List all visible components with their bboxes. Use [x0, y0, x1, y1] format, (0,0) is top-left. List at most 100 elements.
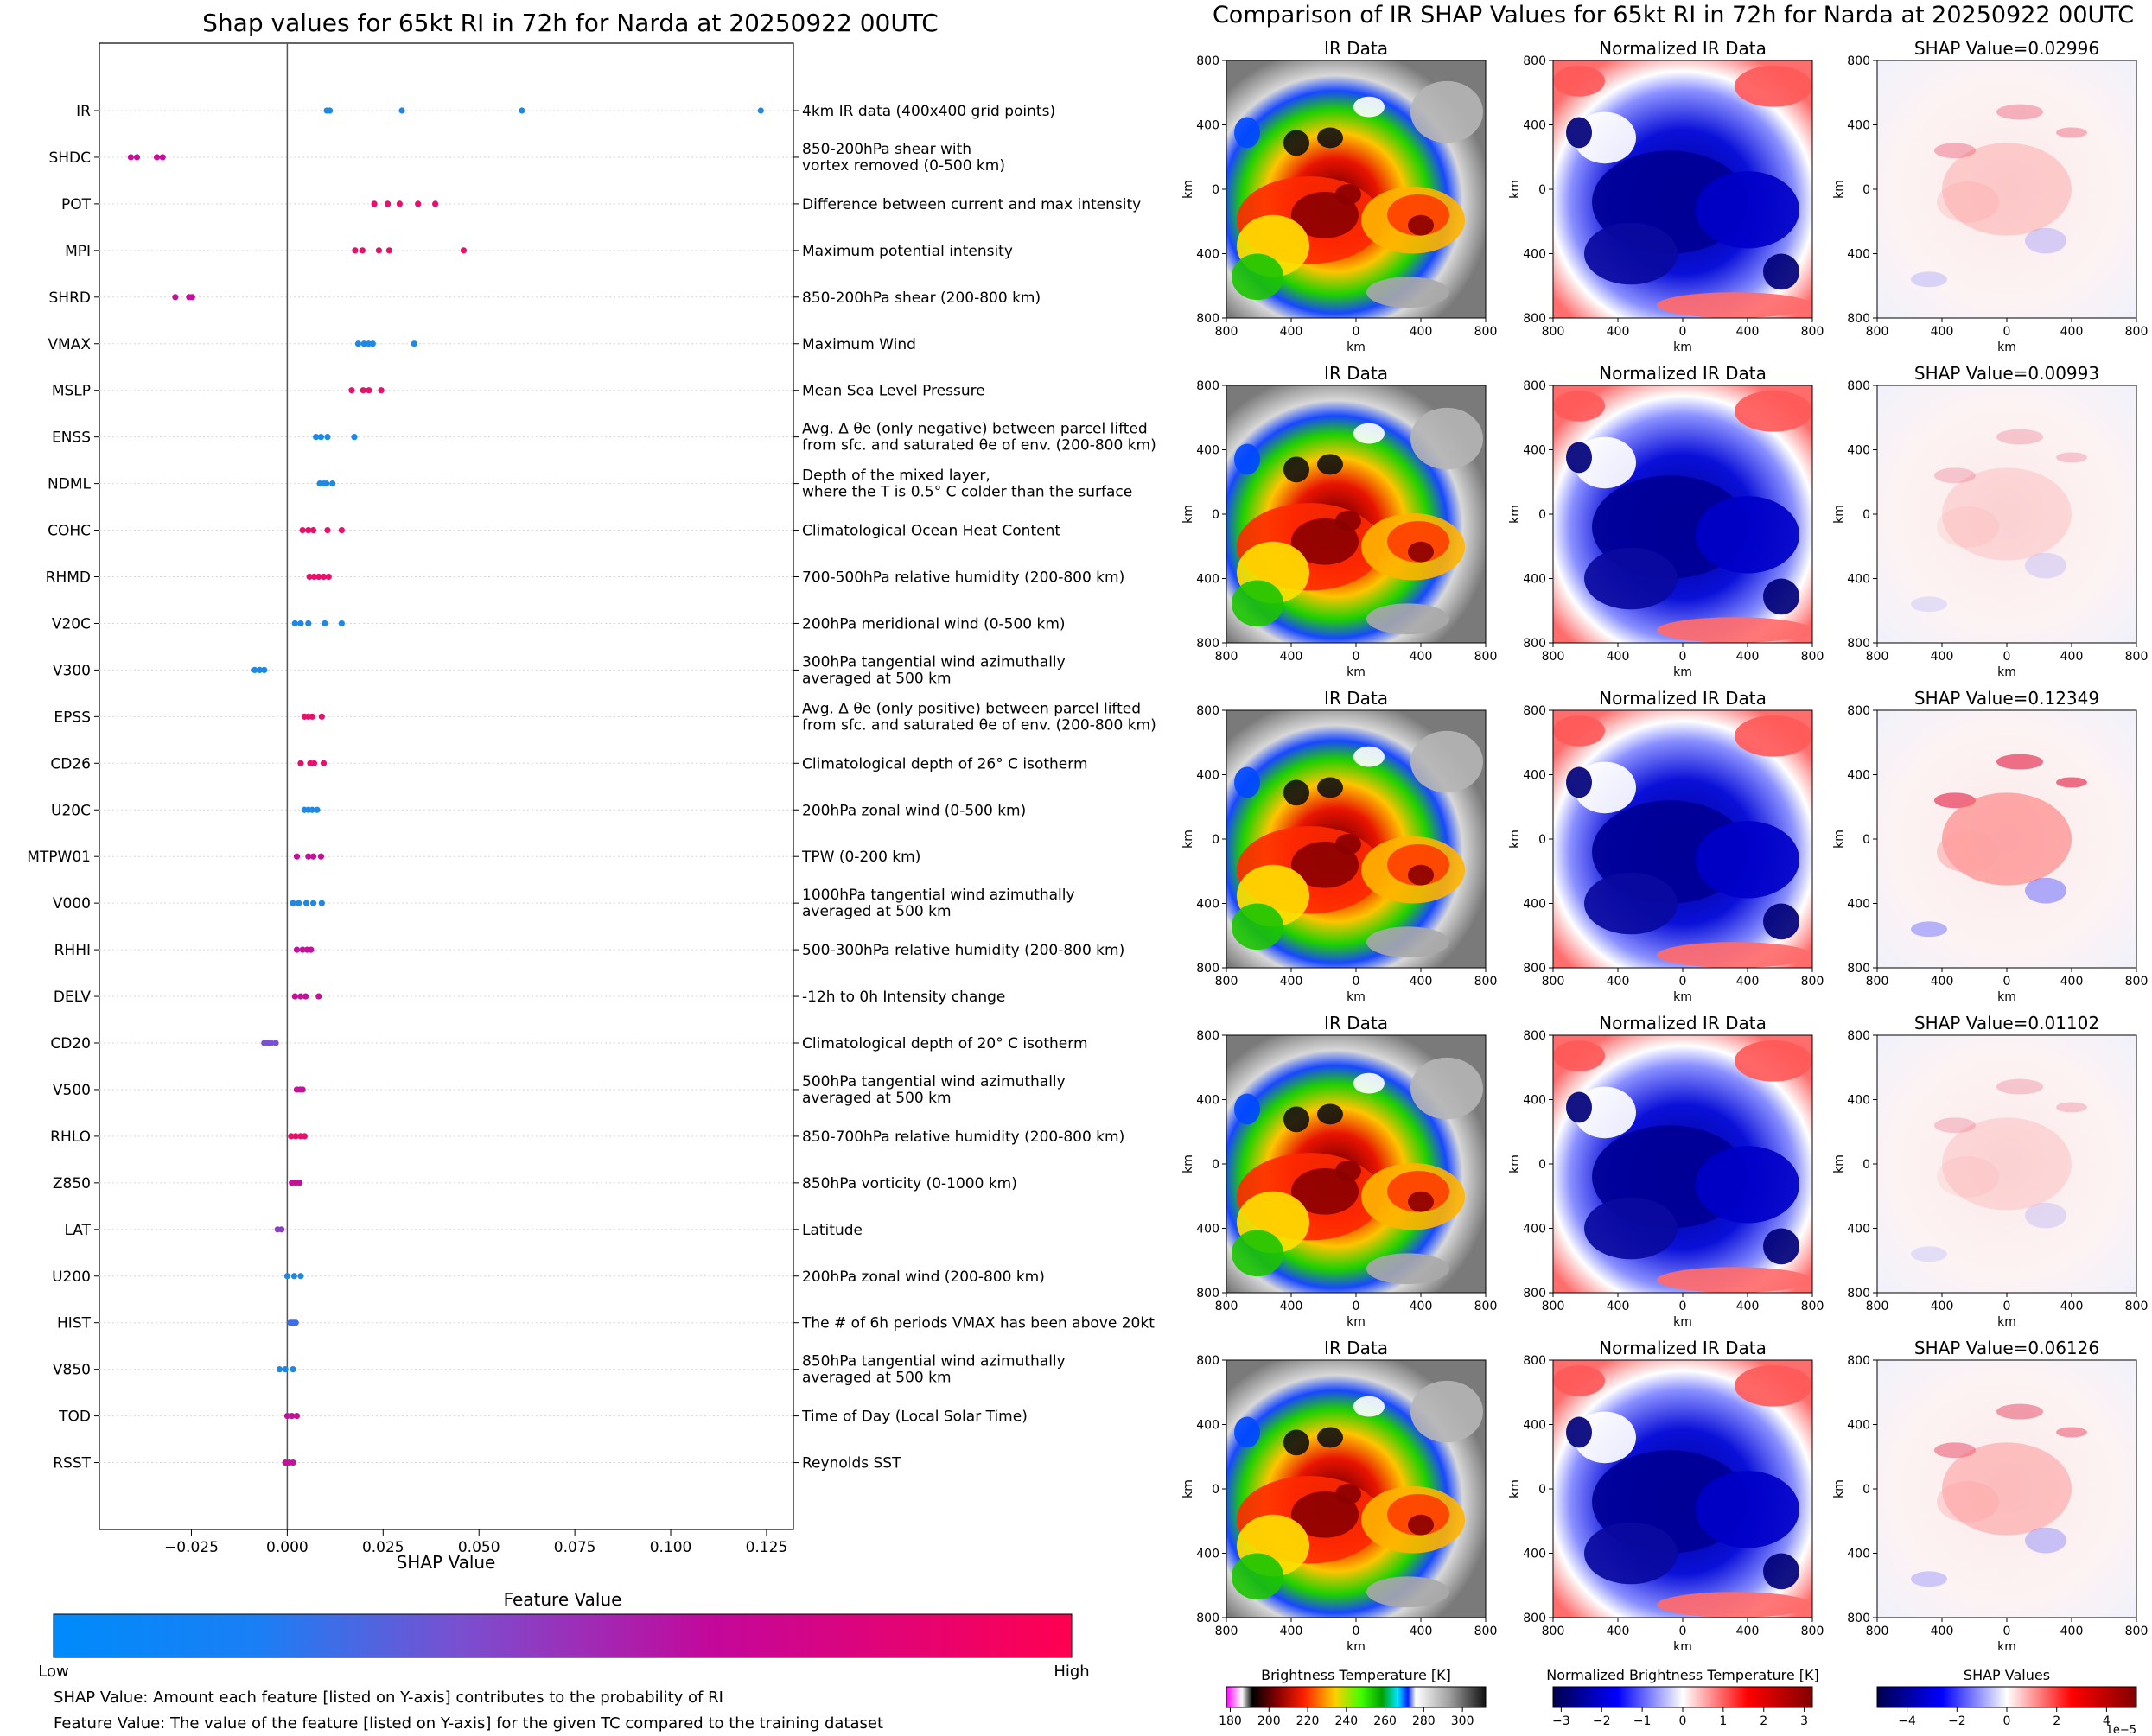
- normalized-region: [1566, 442, 1592, 474]
- normalized-region: [1696, 1146, 1799, 1224]
- y-tick-label: 400: [1847, 898, 1870, 912]
- right-chart-title: Comparison of IR SHAP Values for 65kt RI…: [1213, 2, 2134, 29]
- shap-attribution-region: [1996, 1403, 2043, 1420]
- x-tick-label: 800: [1215, 975, 1238, 989]
- normalized-region: [1553, 65, 1605, 97]
- shap-point: [318, 900, 325, 906]
- x-tick-label: 400: [1280, 975, 1303, 989]
- feature-description: Difference between current and max inten…: [802, 196, 1141, 213]
- feature-label: MPI: [65, 243, 91, 260]
- colorbar-tick-label: 200: [1257, 1714, 1281, 1728]
- ir-cloud-region: [1410, 1057, 1483, 1120]
- y-tick-label: 0: [1862, 183, 1870, 197]
- feature-description: 200hPa zonal wind (0-500 km): [802, 802, 1026, 819]
- shap-attribution-region: [1996, 754, 2043, 770]
- y-tick-label: 800: [1196, 704, 1219, 718]
- x-tick-label: 800: [1215, 650, 1238, 664]
- feature-description: Climatological Ocean Heat Content: [802, 523, 1060, 540]
- ir-cloud-region: [1410, 80, 1483, 143]
- x-tick-label: 800: [2125, 1300, 2149, 1313]
- shap-point: [415, 200, 422, 207]
- x-tick-label: 400: [1280, 1300, 1303, 1313]
- ir-cloud-region: [1291, 1167, 1359, 1215]
- feature-description: Mean Sea Level Pressure: [802, 383, 985, 400]
- x-axis-label: km: [1347, 665, 1366, 679]
- colorbar-tick-label: 240: [1334, 1714, 1358, 1728]
- feature-description: TPW (0-200 km): [801, 849, 920, 866]
- normalized-region: [1566, 117, 1592, 149]
- feature-description: 200hPa meridional wind (0-500 km): [802, 615, 1066, 633]
- y-tick-label: 800: [1523, 962, 1546, 976]
- ir-cloud-region: [1408, 1191, 1434, 1212]
- panel-title: SHAP Value=0.02996: [1914, 38, 2099, 59]
- x-tick-label: 400: [1410, 1625, 1433, 1638]
- y-tick-label: 400: [1523, 248, 1546, 262]
- left-chart-title: Shap values for 65kt RI in 72h for Narda…: [202, 9, 939, 37]
- y-tick-label: 400: [1847, 573, 1870, 587]
- y-tick-label: 800: [1523, 637, 1546, 651]
- colorbar-gradient: [1226, 1686, 1487, 1708]
- x-tick-label: 0.075: [554, 1539, 596, 1556]
- shap-attribution-region: [2056, 127, 2087, 138]
- shap-point: [261, 666, 268, 674]
- shap-point: [352, 247, 359, 254]
- feature-label: RHHI: [54, 942, 91, 959]
- ir-cloud-region: [1291, 841, 1359, 888]
- shap-point: [338, 620, 345, 627]
- shap-attribution-region: [2056, 452, 2087, 463]
- ir-cloud-region: [1366, 1576, 1449, 1608]
- shap-point: [378, 387, 385, 394]
- colorbar-tick-label: 4: [2103, 1714, 2111, 1728]
- x-tick-label: 0: [2003, 650, 2011, 664]
- y-axis-label: km: [1508, 830, 1522, 849]
- shap-point: [396, 200, 403, 207]
- colorbar-label: Normalized Brightness Temperature [K]: [1546, 1667, 1819, 1683]
- shap-attribution-region: [1996, 429, 2043, 445]
- x-axis-label: km: [1347, 990, 1366, 1004]
- y-tick-label: 800: [1523, 1354, 1546, 1368]
- shap-point: [305, 526, 312, 534]
- x-tick-label: 400: [1607, 325, 1630, 339]
- y-tick-label: 400: [1196, 1223, 1219, 1237]
- shap-point: [283, 1273, 290, 1280]
- y-tick-label: 400: [1523, 1419, 1546, 1433]
- feature-description: 850hPa vorticity (0-1000 km): [802, 1175, 1017, 1192]
- shap-point: [299, 1086, 306, 1093]
- shap-attribution-region: [1934, 467, 1976, 484]
- normalized-region: [1735, 715, 1812, 757]
- y-tick-label: 400: [1196, 898, 1219, 912]
- feature-label: U20C: [51, 802, 91, 819]
- feature-description: Avg. Δ θe (only negative) between parcel…: [802, 421, 1148, 438]
- x-axis-ticks: −0.025 0.000 0.025 0.050 0.075 0.100 0.125: [164, 1529, 787, 1556]
- y-tick-label: 0: [1862, 1483, 1870, 1497]
- feature-label: NDML: [48, 476, 91, 493]
- shap-point: [268, 1040, 275, 1046]
- colorbar-label: Brightness Temperature [K]: [1261, 1667, 1451, 1683]
- feature-description: averaged at 500 km: [802, 1370, 952, 1387]
- shap-point: [348, 387, 355, 394]
- shap-point: [318, 713, 325, 720]
- shap-attribution-region: [1911, 921, 1947, 938]
- x-tick-label: 800: [1801, 1300, 1824, 1313]
- y-tick-label: 400: [1523, 573, 1546, 587]
- ir-cloud-region: [1410, 407, 1483, 470]
- ir-cloud-region: [1283, 456, 1309, 483]
- ir-cloud-region: [1335, 1161, 1361, 1181]
- ir-cloud-region: [1335, 1484, 1361, 1504]
- shap-point: [302, 993, 309, 1000]
- y-axis-label: km: [1181, 1154, 1195, 1173]
- feature-label: POT: [61, 196, 92, 213]
- x-tick-label: 400: [1410, 650, 1433, 664]
- y-tick-label: 800: [1847, 379, 1870, 393]
- x-tick-label: 0.125: [746, 1539, 788, 1556]
- x-tick-label: 800: [1866, 975, 1889, 989]
- x-tick-label: 0: [1679, 650, 1687, 664]
- feature-description: Climatological depth of 26° C isotherm: [802, 755, 1088, 773]
- note-feature-definition: Feature Value: The value of the feature …: [54, 1714, 883, 1733]
- x-tick-label: 0: [1679, 1625, 1687, 1638]
